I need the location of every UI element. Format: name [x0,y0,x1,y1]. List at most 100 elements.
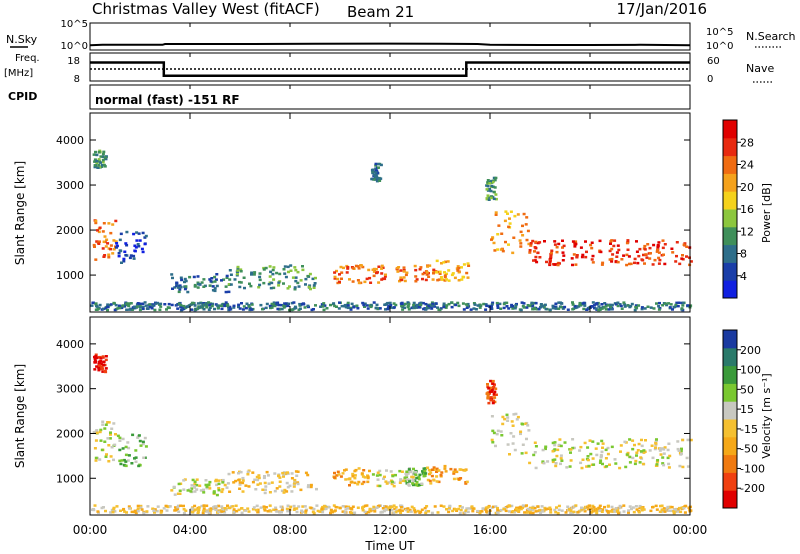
data-region-3 [170,478,230,497]
nave-tick-top: 60 [707,56,720,67]
y-tick-label: 4000 [56,338,84,351]
data-region-2 [116,433,148,468]
colorbar-segment [723,365,737,384]
data-region-9 [485,176,498,201]
colorbar-segment [723,209,737,228]
colorbar-segment [723,137,737,157]
date-label: 17/Jan/2016 [617,0,708,18]
colorbar-tick-label: 24 [740,159,754,172]
colorbar-tick-label: -15 [740,423,758,436]
colorbar-segment [723,226,737,246]
nsky-label: N.Sky [6,33,38,46]
x-tick-label: 00:00 [73,523,108,537]
colorbar-segment [723,401,737,420]
y-tick-label: 4000 [56,134,84,147]
data-region-0 [92,420,117,463]
x-tick-label: 08:00 [273,523,308,537]
data-region-10 [490,412,531,456]
x-tick-label: 04:00 [173,523,208,537]
data-region-5 [333,264,387,285]
x-axis-label: Time UT [364,539,415,553]
data-region-3 [170,273,231,294]
colorbar-tick-label: 20 [740,181,754,194]
data-region-2 [115,230,148,264]
data-region-1 [93,353,108,374]
data-region-12 [91,504,693,515]
colorbar-segment [723,262,737,281]
x-tick-label: 00:00 [673,523,708,537]
freq-unit: [MHz] [4,68,33,79]
nsearch-tick-top: 10^5 [706,27,733,38]
data-region-11 [528,438,693,470]
colorbar-tick-label: 200 [740,344,761,357]
cpid-text: normal (fast) -151 RF [95,93,240,107]
power-y-label: Slant Range [km] [13,161,27,265]
colorbar-tick-label: 100 [740,364,761,377]
y-tick-label: 2000 [56,224,84,237]
power-y-axis: 1000 2000 3000 4000 [56,134,84,282]
velocity-data [90,343,693,515]
velocity-colorbar: -200 -100 -50 -15 15 50 100 200 [722,329,765,509]
plot-title: Christmas Valley West (fitACF) [92,0,320,18]
colorbar-segment [723,490,737,509]
beam-label: Beam 21 [347,3,414,21]
colorbar-segment [723,280,737,299]
colorbar-tick-label: 50 [740,383,754,396]
cpid-row: CPID normal (fast) -151 RF [8,84,691,110]
colorbar-tick-label: -100 [740,462,765,475]
colorbar-tick-label: 4 [740,270,747,283]
data-region-8 [426,464,469,485]
y-tick-label: 1000 [56,472,84,485]
power-colorbar: 4 8 12 16 20 24 28 [722,119,754,299]
nsearch-label: N.Search [746,30,796,43]
nave-label: Nave [746,62,774,75]
cpid-label: CPID [8,90,37,103]
nsky-tick-bottom: 10^0 [61,41,88,52]
nsky-tick-top: 10^5 [61,19,88,30]
y-tick-label: 2000 [56,428,84,441]
colorbar-tick-label: 12 [740,225,754,238]
colorbar-segment [723,436,737,456]
colorbar-segment [723,330,737,349]
x-tick-label: 16:00 [473,523,508,537]
data-region-10 [490,210,531,255]
colorbar-segment [723,173,737,192]
colorbar-segment [723,244,737,263]
freq-label: Freq. [15,53,40,64]
x-tick-label: 12:00 [373,523,408,537]
velocity-colorbar-label: Velocity [m s⁻¹] [760,373,773,458]
freq-tick-top: 18 [67,56,80,67]
data-region-7 [405,467,428,487]
colorbar-segment [723,383,737,402]
y-tick-label: 3000 [56,383,84,396]
data-region-0 [92,219,118,261]
colorbar-tick-label: 8 [740,248,747,261]
x-tick-label: 20:00 [573,523,608,537]
colorbar-tick-label: 15 [740,403,754,416]
velocity-panel: 1000 2000 3000 4000 Slant Range [km] -200 -1… [13,316,773,516]
freq-tick-bottom: 8 [74,74,80,85]
colorbar-segment [723,419,737,438]
power-panel: 1000 2000 3000 4000 Slant Range [km] 4 8 12 16… [13,112,773,313]
freq-panel: Freq. [MHz] 18 8 60 0 Nave [4,52,774,85]
colorbar-segment [723,347,737,367]
colorbar-segment [723,191,737,210]
data-region-5 [332,467,371,487]
data-region-12 [90,301,693,312]
data-region-1 [92,149,108,169]
data-region-11 [528,239,693,267]
colorbar-tick-label: -50 [740,443,758,456]
data-region-7 [435,259,471,282]
colorbar-tick-label: 16 [740,203,754,216]
power-colorbar-label: Power [dB] [760,183,773,243]
colorbar-segment [723,454,737,473]
data-region-9 [485,379,498,405]
colorbar-tick-label: 28 [740,136,754,149]
nave-tick-bottom: 0 [707,74,713,85]
data-region-4 [227,264,317,291]
freq-series-line [90,61,690,77]
colorbar-tick-label: -200 [740,482,765,495]
data-region-8 [370,162,383,183]
data-region-4 [227,469,318,495]
